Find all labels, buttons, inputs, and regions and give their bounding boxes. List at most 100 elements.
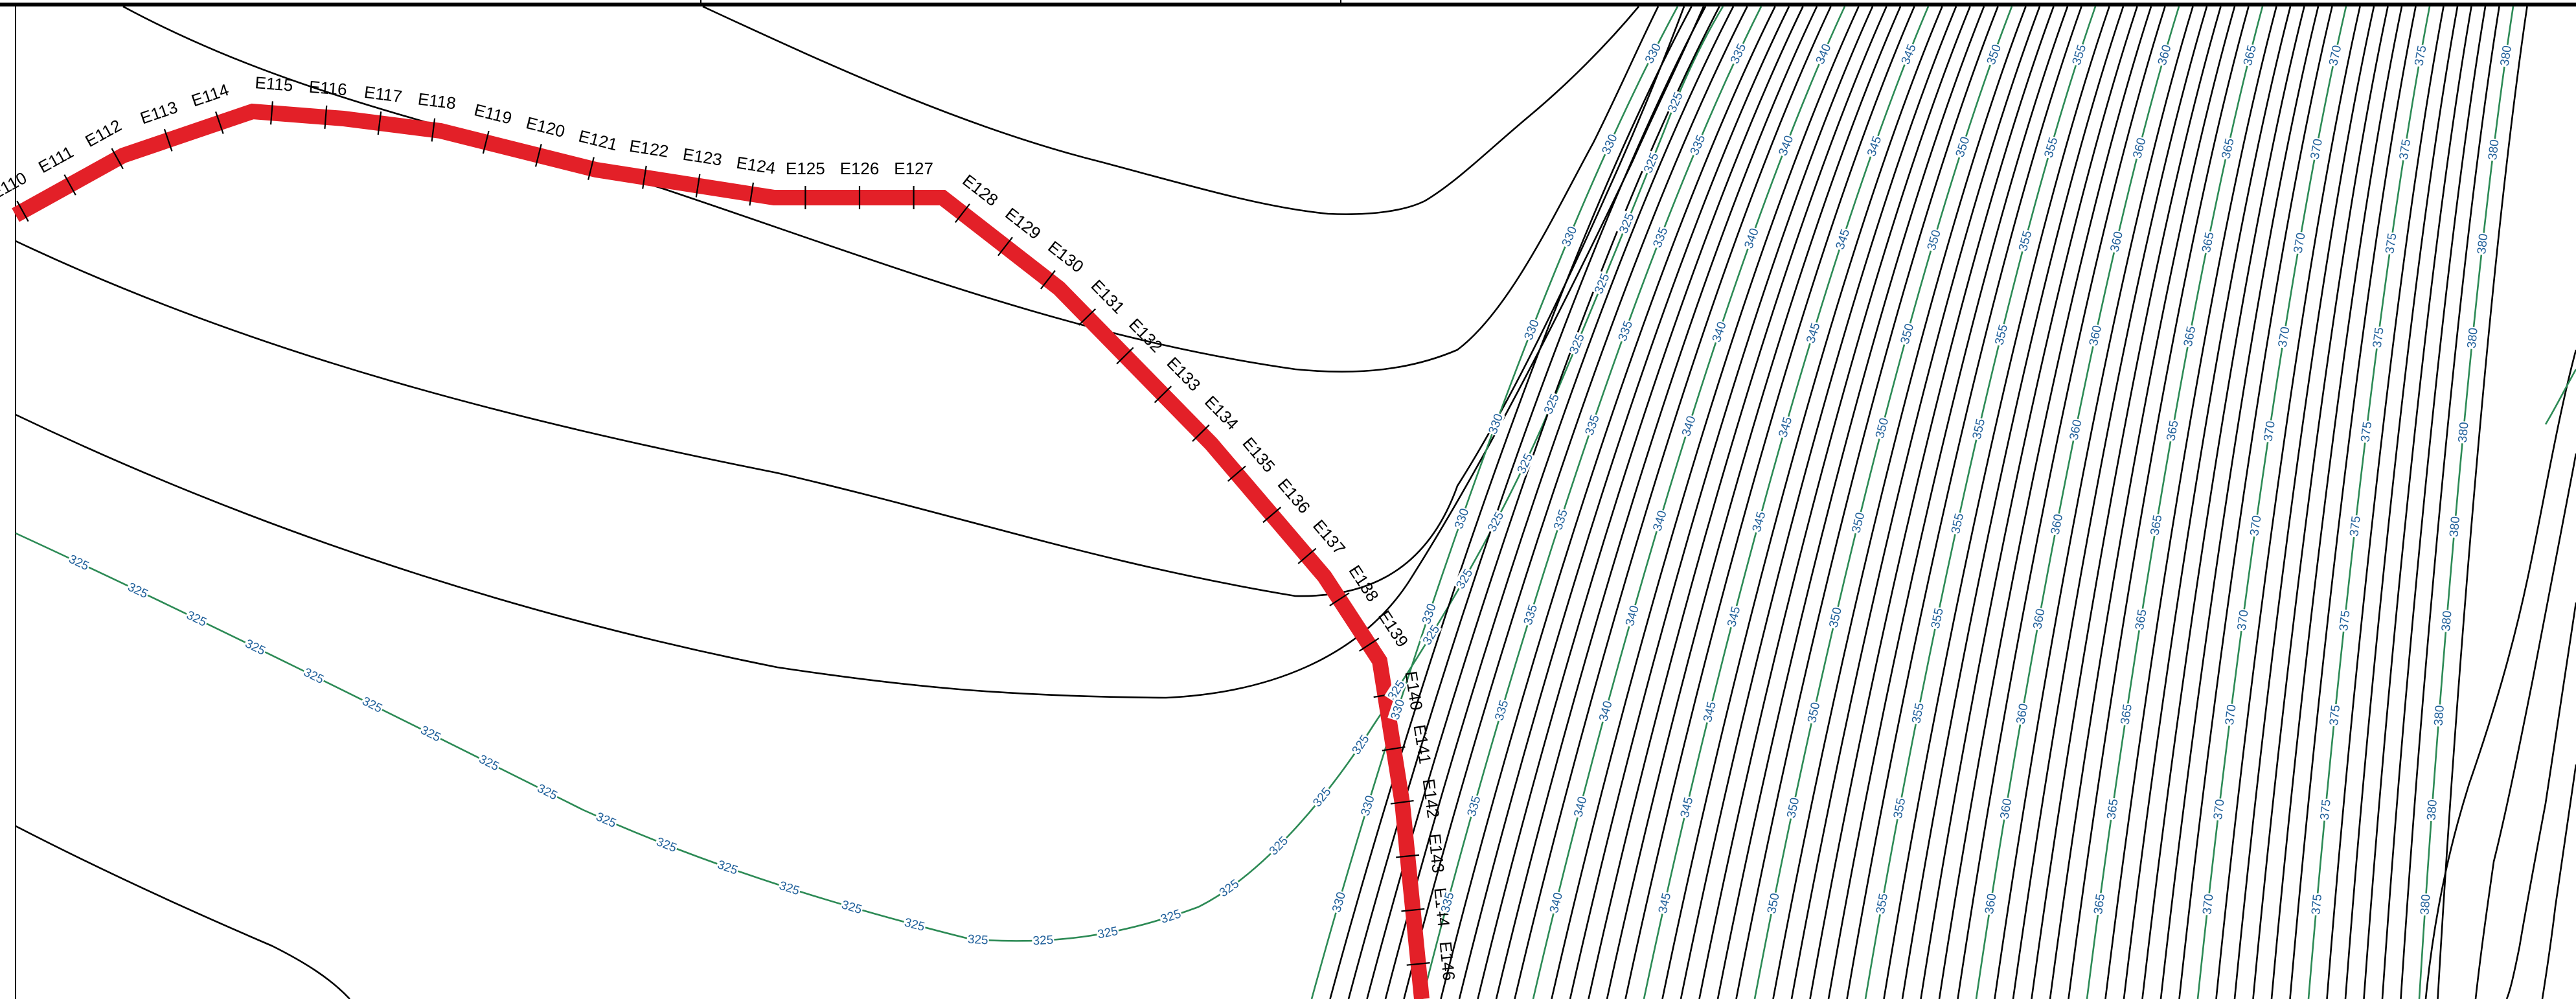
contour-line bbox=[2104, 6, 2277, 999]
contour-label-mask bbox=[2090, 892, 2107, 916]
contour-label-mask bbox=[1928, 606, 1946, 630]
contour-label-mask bbox=[1764, 891, 1782, 915]
contour-label-mask bbox=[359, 693, 385, 715]
contour-label-mask bbox=[777, 878, 803, 897]
contour-line bbox=[2270, 6, 2403, 999]
station-tick bbox=[1116, 347, 1134, 365]
contour-label-mask bbox=[1514, 450, 1535, 476]
station-tick bbox=[1040, 270, 1056, 290]
contour-label: 380 bbox=[2498, 45, 2514, 67]
contour-line bbox=[1716, 6, 1985, 999]
index-contour bbox=[2196, 6, 2347, 999]
contour-label-mask bbox=[1622, 603, 1641, 628]
contour-label: 380 bbox=[2425, 799, 2440, 821]
contour-label-mask bbox=[2431, 704, 2446, 728]
contour-label-mask bbox=[1031, 932, 1054, 947]
contour-label-mask bbox=[1826, 605, 1844, 630]
contour-label-mask bbox=[1890, 796, 1908, 820]
contour-line bbox=[1846, 6, 2082, 999]
contour-label-mask bbox=[1655, 890, 1673, 915]
contour-line bbox=[15, 825, 350, 999]
contour-line bbox=[2031, 6, 2222, 999]
index-contour bbox=[1975, 6, 2180, 999]
contour-label: 375 bbox=[2337, 610, 2353, 632]
contour-label-mask bbox=[2107, 229, 2125, 254]
contour-label: 325 bbox=[1032, 934, 1054, 948]
station-tick bbox=[431, 118, 436, 142]
contour-label-mask bbox=[1615, 318, 1635, 343]
contour-label-mask bbox=[1908, 701, 1926, 726]
station-label: E115 bbox=[255, 73, 294, 95]
contour-line bbox=[1735, 6, 1999, 999]
contour-label-mask bbox=[2307, 137, 2325, 161]
contour-label-mask bbox=[1803, 320, 1822, 345]
contour-label-mask bbox=[2041, 135, 2060, 160]
contour-label-mask bbox=[1464, 794, 1483, 819]
contour-line bbox=[1920, 6, 2138, 999]
contour-label-mask bbox=[476, 752, 503, 774]
station-tick bbox=[1297, 547, 1317, 564]
contour-line bbox=[1606, 6, 1902, 999]
station-tick bbox=[1192, 424, 1210, 442]
contour-label: 380 bbox=[2475, 233, 2491, 255]
contour-label-mask bbox=[1451, 505, 1471, 531]
contour-label-mask bbox=[1709, 319, 1729, 345]
station-tick bbox=[1359, 637, 1380, 652]
station-tick bbox=[1329, 592, 1350, 606]
contour-label-mask bbox=[1558, 224, 1579, 249]
contour-label-mask bbox=[2464, 326, 2479, 350]
contour-label-mask bbox=[2198, 230, 2217, 255]
contour-label-mask bbox=[2240, 43, 2259, 68]
contour-line bbox=[1458, 6, 1790, 999]
contour-label: 380 bbox=[2486, 139, 2502, 161]
contour-line bbox=[2474, 453, 2576, 999]
contour-label-mask bbox=[1741, 225, 1761, 251]
contour-line bbox=[2326, 6, 2445, 999]
contour-label-mask bbox=[2308, 892, 2324, 916]
contour-label-mask bbox=[1872, 415, 1891, 441]
contour-label-mask bbox=[1992, 322, 2010, 347]
contour-label-mask bbox=[1591, 270, 1612, 297]
station-tick bbox=[1262, 507, 1282, 523]
contour-label-mask bbox=[2069, 42, 2088, 67]
contour-label-mask bbox=[125, 579, 151, 601]
contour-line bbox=[15, 6, 1685, 597]
contour-label-mask bbox=[1969, 417, 1987, 441]
contour-label-mask bbox=[1566, 330, 1587, 357]
contour-label: 370 bbox=[2248, 514, 2264, 536]
contour-line bbox=[1938, 6, 2152, 999]
station-label: E125 bbox=[786, 159, 825, 178]
station-tick bbox=[1154, 385, 1172, 404]
contour-label-mask bbox=[2336, 608, 2352, 632]
contour-label-mask bbox=[1491, 698, 1510, 723]
contour-line bbox=[2233, 6, 2375, 999]
contour-line bbox=[15, 6, 1705, 699]
contour-label: 380 bbox=[2456, 422, 2472, 444]
contour-label-mask bbox=[2154, 42, 2174, 67]
contour-label: 370 bbox=[2261, 420, 2277, 442]
station-tick bbox=[1382, 746, 1406, 752]
contour-line bbox=[2424, 349, 2576, 999]
contour-label-mask bbox=[1158, 906, 1183, 926]
contour-label-mask bbox=[2104, 797, 2120, 821]
station-tick bbox=[534, 144, 542, 167]
contour-label: 375 bbox=[2359, 421, 2375, 443]
contour-label-mask bbox=[1419, 621, 1442, 648]
contour-label-mask bbox=[654, 834, 679, 855]
contour-label-mask bbox=[1484, 509, 1507, 534]
contour-label-mask bbox=[1595, 698, 1615, 724]
contour-label-mask bbox=[2234, 608, 2250, 632]
contour-line bbox=[2344, 6, 2459, 999]
contour-line bbox=[1440, 6, 1776, 999]
contour-label-mask bbox=[2382, 231, 2399, 255]
contour-line bbox=[1901, 6, 2125, 999]
station-tick bbox=[695, 174, 701, 198]
index-contour bbox=[2418, 6, 2514, 999]
station-tick bbox=[324, 105, 328, 129]
contour-label: 375 bbox=[2318, 799, 2334, 821]
contour-label-mask bbox=[2474, 232, 2490, 256]
contour-line bbox=[1827, 6, 2069, 999]
contour-line bbox=[2363, 6, 2472, 999]
